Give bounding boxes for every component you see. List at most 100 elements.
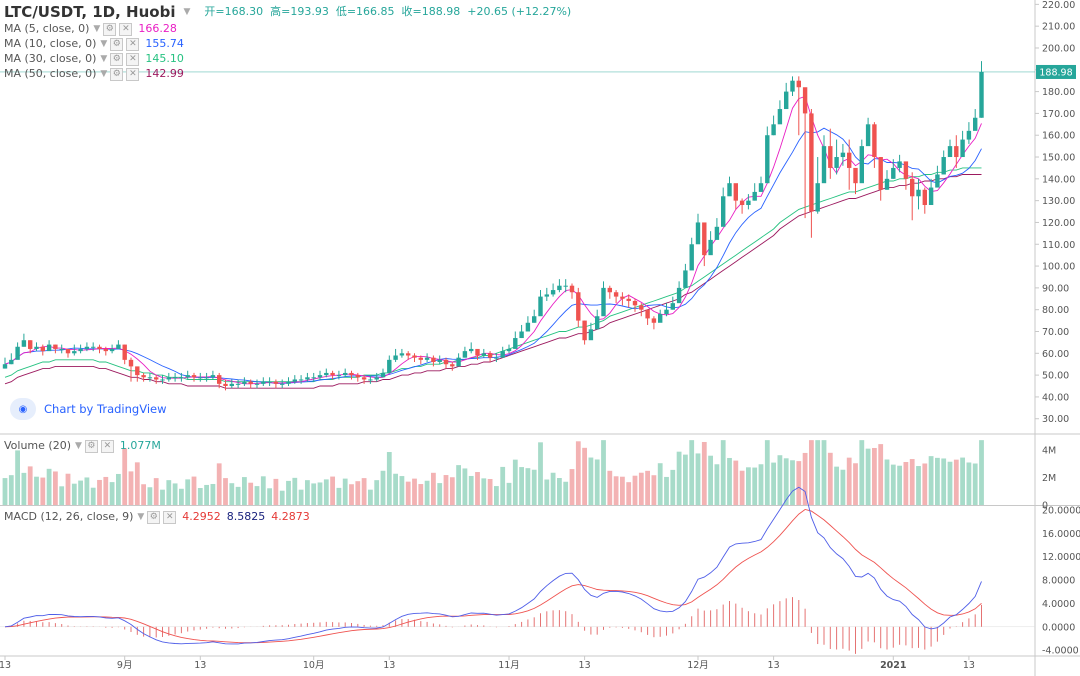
ma30-menu-icon[interactable]: ▼ — [100, 54, 108, 64]
volume-menu-icon[interactable]: ▼ — [75, 441, 82, 451]
settings-icon[interactable]: ⚙ — [110, 67, 124, 81]
candle-body — [802, 87, 808, 114]
ma10-legend[interactable]: MA (10, close, 0) ▼ ⚙ ✕ 155.74 — [4, 37, 184, 51]
candle-body — [878, 157, 883, 190]
candle-body — [544, 294, 549, 297]
volume-legend[interactable]: Volume (20) ▼ ⚙ ✕ 1.077M — [4, 439, 161, 453]
ma5-line — [4, 95, 982, 385]
symbol-dropdown-icon[interactable]: ▼ — [183, 7, 191, 17]
candle-body — [973, 117, 978, 131]
tradingview-watermark[interactable]: ◉ Chart by TradingView — [10, 398, 167, 420]
candle-body — [475, 348, 480, 356]
symbol-title[interactable]: LTC/USDT, 1D, Huobi — [4, 3, 176, 21]
candle-body — [695, 222, 701, 245]
candle-body — [910, 178, 915, 197]
ma50-label[interactable]: MA (50, close, 0) — [4, 67, 97, 80]
ma5-menu-icon[interactable]: ▼ — [93, 24, 101, 34]
volume-bar — [286, 480, 291, 505]
candle-body — [21, 340, 27, 347]
volume-bar — [569, 469, 575, 505]
ma5-label[interactable]: MA (5, close, 0) — [4, 22, 90, 35]
ma50-menu-icon[interactable]: ▼ — [100, 69, 108, 79]
macd-menu-icon[interactable]: ▼ — [137, 512, 145, 522]
close-icon[interactable]: ✕ — [126, 67, 140, 81]
volume-bar — [683, 454, 688, 505]
candle-body — [135, 366, 140, 376]
candle-body — [412, 355, 417, 358]
candle-body — [59, 348, 64, 350]
tradingview-logo-icon: ◉ — [10, 398, 36, 420]
macd-label[interactable]: MACD (12, 26, close, 9) — [4, 510, 134, 523]
candle-body — [292, 379, 297, 382]
candle-body — [632, 300, 638, 306]
candle-body — [790, 80, 795, 92]
volume-bar — [632, 475, 638, 505]
price-tick-label: 180.00 — [1042, 87, 1075, 98]
volume-bar — [449, 477, 455, 505]
volume-bar — [966, 462, 972, 505]
settings-icon[interactable]: ⚙ — [84, 439, 98, 453]
ma30-label[interactable]: MA (30, close, 0) — [4, 52, 97, 65]
volume-label[interactable]: Volume (20) — [4, 439, 71, 452]
candle-body — [859, 146, 864, 184]
ma10-label[interactable]: MA (10, close, 0) — [4, 37, 97, 50]
candle-body — [683, 270, 688, 288]
ma5-legend[interactable]: MA (5, close, 0) ▼ ⚙ ✕ 166.28 — [4, 22, 177, 36]
candle-body — [689, 244, 694, 271]
volume-bar — [456, 465, 461, 505]
candle-body — [733, 183, 738, 201]
candle-body — [928, 187, 934, 206]
ma50-legend[interactable]: MA (50, close, 0) ▼ ⚙ ✕ 142.99 — [4, 67, 184, 81]
candle-body — [645, 309, 650, 319]
macd-legend[interactable]: MACD (12, 26, close, 9) ▼ ⚙ ✕ 4.2952 8.5… — [4, 510, 310, 524]
volume-bar — [418, 484, 424, 505]
volume-bar — [475, 472, 480, 505]
candle-body — [525, 322, 531, 332]
settings-icon[interactable]: ⚙ — [147, 510, 161, 524]
close-icon[interactable]: ✕ — [126, 52, 140, 66]
volume-bar — [21, 472, 27, 505]
price-tick-label: 140.00 — [1042, 174, 1075, 185]
candle-body — [639, 305, 644, 310]
close-icon[interactable]: ✕ — [126, 37, 140, 51]
settings-icon[interactable]: ⚙ — [110, 37, 124, 51]
macd-tick-label: 0.0000 — [1042, 622, 1075, 633]
settings-icon[interactable]: ⚙ — [110, 52, 124, 66]
close-icon[interactable]: ✕ — [163, 510, 177, 524]
time-tick-label: 13 — [0, 660, 11, 671]
time-tick-label: 9月 — [117, 660, 133, 671]
candle-body — [210, 375, 216, 378]
volume-bar — [273, 478, 279, 505]
volume-bar — [172, 483, 178, 505]
volume-bar — [815, 440, 821, 505]
volume-bar — [71, 483, 77, 505]
ma10-menu-icon[interactable]: ▼ — [100, 39, 108, 49]
settings-icon[interactable]: ⚙ — [103, 22, 117, 36]
candle-body — [141, 375, 146, 378]
candle-body — [267, 381, 272, 383]
volume-bar — [821, 440, 827, 505]
volume-bar — [468, 475, 474, 505]
volume-bar — [670, 469, 676, 505]
ma30-legend[interactable]: MA (30, close, 0) ▼ ⚙ ✕ 145.10 — [4, 52, 184, 66]
candle-body — [651, 318, 657, 323]
close-icon[interactable]: ✕ — [119, 22, 133, 36]
volume-bar — [695, 453, 701, 505]
time-tick-label: 10月 — [303, 660, 325, 671]
volume-bar — [802, 452, 808, 505]
candle-body — [393, 355, 398, 360]
volume-bar — [292, 477, 298, 505]
close-icon[interactable]: ✕ — [100, 439, 114, 453]
price-tick-label: 90.00 — [1042, 283, 1069, 294]
volume-bar — [909, 459, 915, 505]
price-tick-label: 70.00 — [1042, 327, 1069, 338]
volume-bar — [884, 459, 890, 505]
volume-tick-label: 4M — [1042, 445, 1056, 456]
volume-bar — [783, 458, 789, 505]
price-tick-label: 60.00 — [1042, 349, 1069, 360]
candle-body — [582, 320, 587, 341]
candle-body — [891, 167, 896, 179]
candle-body — [954, 146, 959, 158]
volume-bar — [2, 478, 8, 505]
